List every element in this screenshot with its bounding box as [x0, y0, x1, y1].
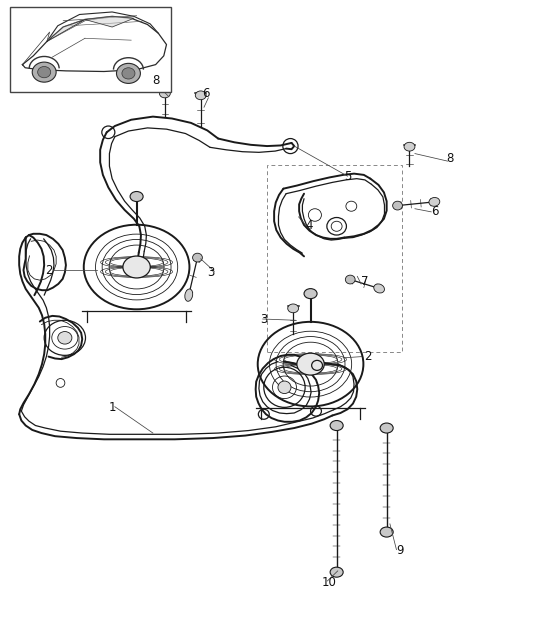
Ellipse shape	[122, 68, 135, 79]
Text: 3: 3	[261, 313, 268, 325]
Ellipse shape	[32, 62, 56, 82]
Ellipse shape	[380, 527, 393, 537]
Ellipse shape	[185, 289, 193, 301]
Ellipse shape	[304, 289, 317, 299]
Ellipse shape	[123, 256, 150, 278]
Ellipse shape	[404, 143, 415, 151]
Ellipse shape	[380, 423, 393, 433]
Ellipse shape	[117, 63, 141, 84]
Text: 7: 7	[361, 275, 368, 288]
Ellipse shape	[330, 567, 343, 577]
Ellipse shape	[429, 197, 440, 206]
Ellipse shape	[278, 381, 291, 394]
Ellipse shape	[38, 67, 51, 78]
Ellipse shape	[160, 89, 170, 98]
Ellipse shape	[195, 91, 206, 100]
Ellipse shape	[58, 332, 72, 344]
Text: 5: 5	[344, 170, 352, 183]
Ellipse shape	[288, 304, 299, 313]
Ellipse shape	[192, 253, 202, 262]
Ellipse shape	[330, 421, 343, 431]
Text: 6: 6	[202, 87, 209, 100]
Ellipse shape	[297, 353, 324, 375]
FancyBboxPatch shape	[10, 7, 171, 92]
Polygon shape	[85, 16, 134, 27]
Ellipse shape	[130, 192, 143, 202]
Text: 10: 10	[322, 576, 336, 588]
Text: 9: 9	[396, 544, 404, 558]
Text: 3: 3	[207, 266, 215, 279]
Text: 2: 2	[364, 350, 371, 363]
Text: 2: 2	[45, 264, 53, 277]
Text: 8: 8	[446, 152, 454, 165]
Text: 1: 1	[108, 401, 116, 414]
Ellipse shape	[346, 275, 355, 284]
Text: 6: 6	[431, 205, 439, 219]
Text: 8: 8	[152, 74, 159, 87]
Text: 4: 4	[305, 219, 313, 232]
Ellipse shape	[374, 284, 384, 293]
Polygon shape	[47, 19, 85, 41]
Ellipse shape	[392, 201, 402, 210]
